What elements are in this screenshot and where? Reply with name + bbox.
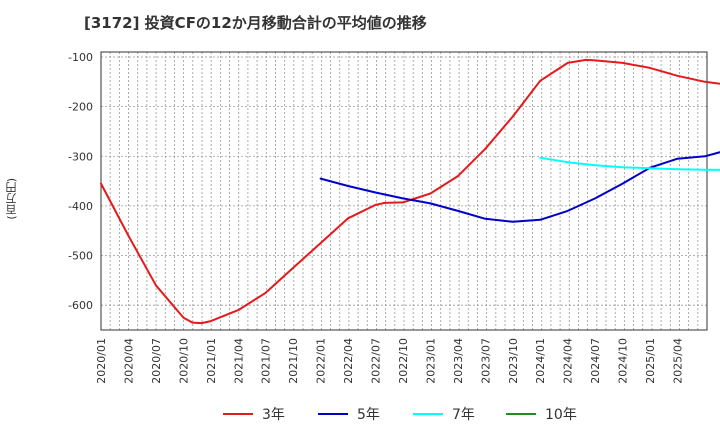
x-tick-label: 2020/10	[177, 338, 190, 384]
series-line	[319, 151, 720, 223]
x-tick-label: 2022/07	[370, 338, 383, 384]
y-tick-label: -500	[68, 250, 93, 263]
chart-title: [3172] 投資CFの12か月移動合計の平均値の推移	[84, 14, 427, 32]
legend-label: 5年	[357, 407, 380, 423]
series-line	[100, 58, 720, 325]
x-tick-label: 2022/04	[342, 338, 355, 384]
x-tick-label: 2023/10	[507, 338, 520, 384]
grid	[101, 52, 707, 330]
x-tick-label: 2022/01	[315, 338, 328, 384]
series-line	[539, 156, 720, 171]
x-tick-labels: 2020/01 2020/04 2020/07 2020/10 2021/01 2021/…	[95, 338, 684, 384]
x-tick-label: 2024/10	[617, 338, 630, 384]
y-tick-label: -200	[68, 101, 93, 114]
x-tick-label: 2024/07	[589, 338, 602, 384]
x-tick-label: 2021/04	[232, 338, 245, 384]
x-tick-label: 2024/01	[534, 338, 547, 384]
x-tick-label: 2021/07	[260, 338, 273, 384]
x-tick-label: 2023/07	[479, 338, 492, 384]
x-tick-label: 2020/01	[95, 338, 108, 384]
legend-label: 10年	[545, 407, 577, 423]
x-tick-label: 2022/10	[397, 338, 410, 384]
x-tick-label: 2021/10	[287, 338, 300, 384]
x-tick-label: 2023/01	[424, 338, 437, 384]
legend: 3年 5年 7年 10年	[223, 407, 577, 423]
y-tick-labels: -100 -200 -300 -400 -500 -600	[68, 51, 93, 312]
x-tick-label: 2025/04	[671, 338, 684, 384]
y-tick-label: -100	[68, 51, 93, 64]
x-tick-label: 2023/04	[452, 338, 465, 384]
x-tick-label: 2020/04	[122, 338, 135, 384]
x-tick-label: 2024/04	[562, 338, 575, 384]
legend-label: 7年	[452, 407, 475, 423]
legend-label: 3年	[262, 407, 285, 423]
x-tick-label: 2025/01	[644, 338, 657, 384]
y-tick-label: -400	[68, 200, 93, 213]
x-tick-label: 2020/07	[150, 338, 163, 384]
series-lines	[100, 58, 720, 325]
y-tick-label: -300	[68, 150, 93, 163]
plot-area-frame	[100, 51, 708, 331]
x-tick-label: 2021/01	[205, 338, 218, 384]
y-tick-label: -600	[68, 299, 93, 312]
